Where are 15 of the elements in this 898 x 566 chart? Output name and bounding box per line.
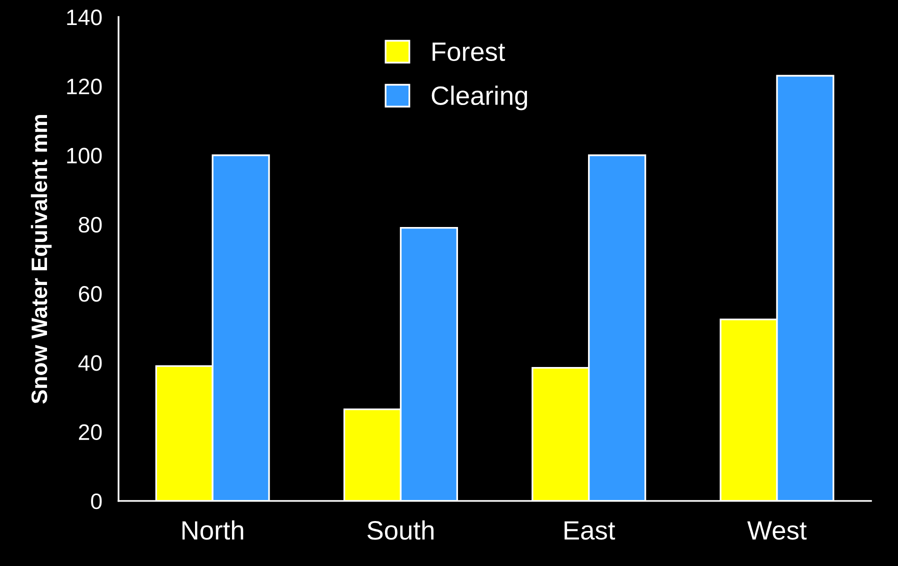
x-tick-label: East	[564, 521, 616, 540]
y-tick-label: 80	[78, 216, 102, 233]
y-tick-label: 100	[67, 148, 102, 164]
x-tick-label: North	[182, 520, 244, 540]
y-tick-label: 0	[91, 493, 102, 510]
x-tick-label: West	[747, 521, 807, 540]
x-tick-label: South	[367, 520, 434, 540]
legend-label: Clearing	[432, 86, 528, 110]
y-tick-label: 40	[78, 355, 102, 371]
y-tick-label: 20	[78, 424, 102, 440]
y-tick-label: 60	[78, 286, 102, 302]
y-tick-label: 140	[67, 10, 102, 26]
legend-label: Forest	[432, 42, 506, 62]
y-axis-title: Snow Water Equivalent mm	[30, 115, 52, 404]
y-tick-label: 120	[67, 78, 102, 94]
